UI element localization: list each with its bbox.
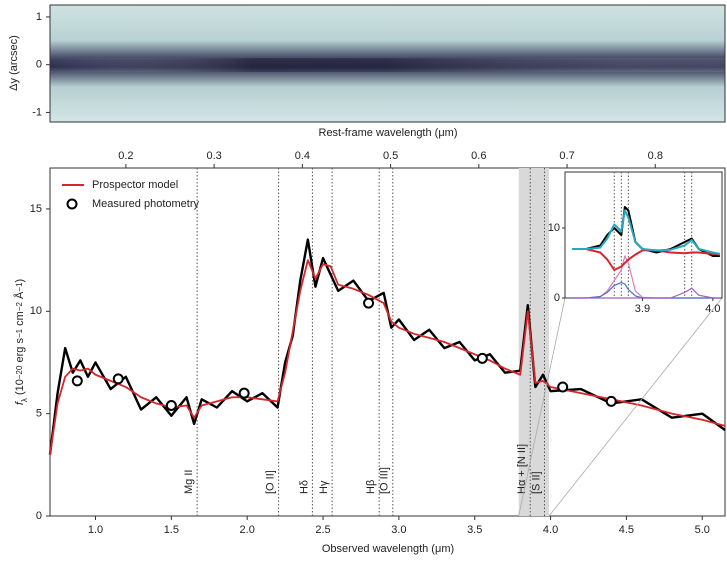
y-label-part: erg s (14, 338, 26, 366)
inset-frame (564, 171, 723, 299)
y-tick-label: 5 (36, 408, 42, 420)
photometry-point (112, 373, 124, 385)
x2-label: Rest-frame wavelength (μm) (319, 127, 458, 139)
y-label: fλ (10−20 erg s−1 cm−2 Å−1) (13, 279, 29, 405)
y-label-part: cm (14, 311, 26, 329)
spectrum-line (49, 259, 726, 455)
inset-y-tick-label: 10 (548, 222, 560, 234)
y-tick-label: 0 (36, 510, 42, 522)
emission-line-label: Hα + [N II] (516, 444, 528, 494)
legend-label: Prospector model (92, 179, 178, 191)
x-tick-label: 5.0 (695, 524, 710, 536)
x2-tick-label: 0.7 (559, 150, 574, 162)
x2-tick-label: 0.3 (206, 150, 221, 162)
y-label-part: λ (20, 398, 29, 402)
inset-x-tick-label: 4.0 (705, 303, 720, 315)
x-tick-label: 1.0 (88, 524, 103, 536)
y-label-part: −20 (15, 365, 24, 379)
photometry-point (238, 387, 250, 399)
emission-line-label: Hδ (298, 480, 310, 494)
photometry-point (71, 375, 83, 387)
legend-marker (66, 198, 78, 210)
x2-tick-label: 0.8 (648, 150, 663, 162)
photometry-point (363, 297, 375, 309)
emission-line-label: Hγ (318, 480, 330, 494)
x-tick-label: 3.5 (467, 524, 482, 536)
x-tick-label: 2.5 (315, 524, 330, 536)
y-label-part: −1 (15, 328, 24, 338)
y-label-part: −1 (15, 282, 24, 292)
y-label-part: (10 (14, 379, 26, 398)
emission-line-label: [O II] (264, 470, 276, 494)
x2-tick-label: 0.5 (383, 150, 398, 162)
connector (548, 297, 723, 517)
emission-line-label: [O III] (379, 467, 391, 494)
photometry-point (165, 399, 177, 411)
inset-line (572, 209, 721, 255)
x-label: Observed wavelength (μm) (322, 543, 454, 555)
y-tick-label: 15 (30, 203, 42, 215)
image-y-label: Δy (arcsec) (8, 35, 20, 91)
y-tick-label: 10 (30, 305, 42, 317)
plot-frame (49, 167, 726, 517)
inset-line (572, 287, 720, 299)
y-label-part: Å (13, 291, 26, 302)
image-y-tick-label: 1 (36, 11, 42, 23)
inset-line (572, 282, 720, 299)
x-tick-label: 3.0 (391, 524, 406, 536)
x-tick-label: 4.5 (619, 524, 634, 536)
connector (518, 297, 566, 517)
photometry-point (557, 381, 569, 393)
inset-y-tick-label: 0 (554, 292, 560, 304)
x2-tick-label: 0.2 (118, 150, 133, 162)
x2-tick-label: 0.4 (295, 150, 310, 162)
x-tick-label: 1.5 (164, 524, 179, 536)
image-frame (49, 4, 726, 123)
photometry-point (476, 352, 488, 364)
spectrum-trace (50, 58, 725, 72)
x-tick-label: 4.0 (543, 524, 558, 536)
legend-label: Measured photometry (92, 198, 199, 210)
x2-tick-label: 0.6 (471, 150, 486, 162)
photometry-point (605, 395, 617, 407)
y-label-part: f (14, 401, 26, 405)
emission-line-label: Hβ (365, 480, 377, 494)
image-y-tick-label: 0 (36, 59, 42, 71)
y-label-part: ) (14, 279, 26, 283)
emission-line-label: Mg II (183, 470, 195, 494)
inset-line (572, 248, 720, 271)
inset-x-tick-label: 3.9 (635, 303, 650, 315)
x-tick-label: 2.0 (240, 524, 255, 536)
image-y-tick-label: -1 (32, 106, 42, 118)
y-label-part: −2 (15, 302, 24, 312)
emission-line-label: [S II] (530, 471, 542, 494)
